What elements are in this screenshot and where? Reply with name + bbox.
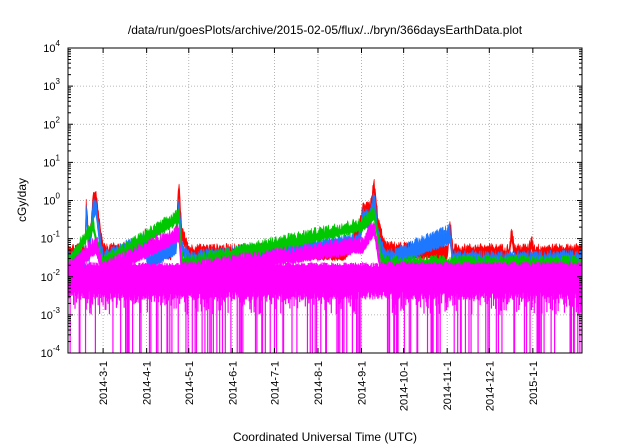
x-tick-label: 2014-12-1 [484, 361, 496, 411]
series-band-magenta-core [68, 262, 582, 300]
x-tick-label: 2014-8-1 [313, 361, 325, 405]
x-axis-label: Coordinated Universal Time (UTC) [233, 430, 417, 444]
y-tick-label: 10-2 [41, 268, 61, 284]
x-tick-label: 2014-7-1 [269, 361, 281, 405]
y-tick-label: 103 [43, 77, 60, 93]
x-tick-label: 2014-10-1 [399, 361, 411, 411]
x-tick-label: 2014-6-1 [227, 361, 239, 405]
axes: 10-4 10-3 10-2 10-1 100 101 102 103 104 2014-3-1 2… [41, 39, 582, 411]
x-tick-label: 2014-5-1 [184, 361, 196, 405]
y-tick-label: 104 [43, 39, 60, 55]
y-tick-label: 102 [43, 115, 60, 131]
y-tick-label: 100 [43, 192, 60, 208]
y-tick-label: 10-4 [41, 344, 61, 360]
x-tick-label: 2014-9-1 [357, 361, 369, 405]
x-tick-label: 2014-4-1 [142, 361, 154, 405]
x-tick-label: 2015-1-1 [528, 361, 540, 405]
x-tick-label: 2014-11-1 [442, 361, 454, 410]
y-tick-label: 10-3 [41, 306, 61, 322]
x-tick-label: 2014-3-1 [98, 361, 110, 405]
y-axis-label: cGy/day [15, 178, 29, 222]
y-tick-label: 10-1 [41, 230, 61, 246]
chart-title: /data/run/goesPlots/archive/2015-02-05/f… [128, 23, 523, 37]
y-tick-label: 101 [43, 153, 60, 169]
